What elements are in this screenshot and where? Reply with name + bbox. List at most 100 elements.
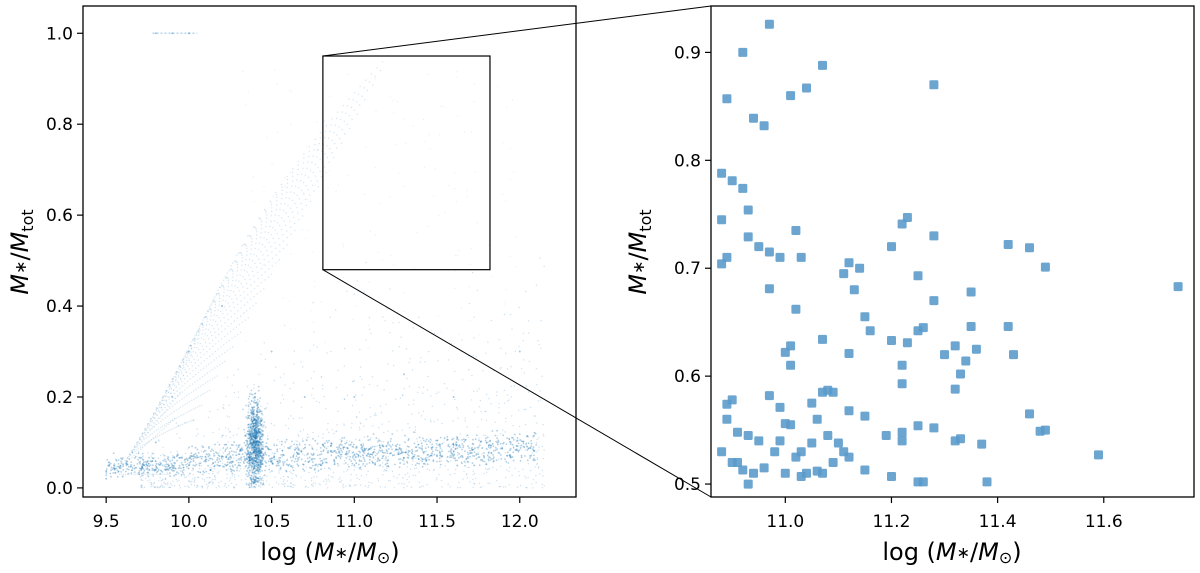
- overview-y-ticks: 0.00.20.40.60.81.0: [46, 24, 83, 499]
- cloud-point: [229, 456, 232, 458]
- cloud-point: [216, 292, 219, 295]
- cloud-point: [300, 406, 303, 408]
- cloud-point: [378, 449, 381, 452]
- cloud-point: [147, 424, 149, 427]
- cloud-point: [373, 445, 376, 448]
- cloud-point: [137, 452, 140, 455]
- cloud-point: [342, 104, 344, 107]
- cloud-point: [257, 430, 260, 433]
- cloud-point: [271, 470, 273, 472]
- cloud-point: [262, 454, 265, 457]
- cloud-point: [246, 254, 248, 256]
- cloud-point: [350, 460, 353, 462]
- zoom-y-tick-label: 0.5: [674, 475, 701, 495]
- cloud-point: [234, 285, 236, 287]
- cloud-point: [365, 79, 367, 81]
- zoom-data-point: [982, 477, 992, 487]
- cloud-point: [121, 458, 123, 461]
- cloud-point: [258, 441, 261, 443]
- cloud-point: [135, 452, 137, 455]
- cloud-point: [149, 420, 151, 422]
- cloud-point: [185, 422, 187, 424]
- data-point: [353, 464, 356, 467]
- cloud-point: [408, 446, 410, 448]
- cloud-point: [253, 431, 256, 434]
- cloud-point: [203, 435, 205, 437]
- cloud-point: [255, 480, 257, 482]
- cloud-point: [443, 383, 446, 385]
- data-point: [257, 464, 260, 467]
- cloud-point: [310, 310, 312, 312]
- cloud-point: [488, 467, 491, 469]
- cloud-point: [292, 168, 294, 170]
- cloud-point: [424, 450, 426, 453]
- cloud-point: [152, 474, 154, 477]
- cloud-point: [290, 191, 292, 193]
- cloud-point: [366, 435, 369, 438]
- cloud-point: [263, 421, 266, 424]
- cloud-point: [253, 446, 256, 449]
- cloud-point: [412, 460, 414, 462]
- cloud-point: [251, 409, 253, 412]
- cloud-point: [198, 327, 200, 330]
- cloud-point: [276, 200, 278, 202]
- zoom-data-point: [791, 304, 801, 314]
- cloud-point: [257, 406, 260, 408]
- cloud-point: [252, 471, 255, 474]
- cloud-point: [475, 453, 478, 455]
- cloud-point: [251, 240, 253, 243]
- cloud-point: [322, 449, 325, 451]
- cloud-point: [150, 482, 153, 484]
- cloud-point: [214, 320, 217, 323]
- cloud-point: [509, 447, 512, 450]
- cloud-point: [512, 446, 515, 448]
- cloud-point: [125, 470, 127, 473]
- cloud-point: [159, 463, 162, 466]
- cloud-point: [218, 465, 221, 467]
- cloud-point: [281, 193, 283, 195]
- cloud-point: [252, 425, 255, 427]
- cloud-point: [255, 473, 258, 475]
- cloud-point: [253, 423, 255, 425]
- cloud-point: [357, 454, 360, 456]
- cloud-point: [488, 444, 490, 447]
- cloud-point: [147, 471, 150, 474]
- cloud-point: [191, 469, 193, 472]
- cloud-point: [254, 437, 257, 439]
- cloud-point: [173, 376, 175, 378]
- cloud-point: [228, 431, 230, 433]
- cloud-point: [254, 460, 257, 463]
- cloud-point: [254, 443, 257, 446]
- cloud-point: [509, 453, 511, 456]
- cloud-point: [398, 446, 401, 449]
- cloud-point: [503, 402, 506, 404]
- cloud-point: [366, 455, 368, 457]
- cloud-point: [197, 451, 200, 454]
- cloud-point: [244, 278, 246, 280]
- cloud-point: [262, 426, 264, 428]
- cloud-point: [149, 434, 151, 436]
- cloud-point: [241, 254, 243, 257]
- cloud-point: [485, 467, 487, 470]
- cloud-point: [255, 453, 258, 455]
- cloud-point: [285, 463, 288, 466]
- cloud-point: [253, 449, 256, 451]
- cloud-point: [282, 462, 285, 465]
- cloud-point: [383, 470, 385, 472]
- cloud-point: [252, 455, 255, 457]
- cloud-point: [253, 226, 256, 228]
- cloud-point: [416, 231, 418, 233]
- cloud-point: [378, 465, 380, 467]
- cloud-point: [212, 345, 214, 348]
- cloud-point: [460, 455, 463, 457]
- cloud-point: [248, 443, 250, 446]
- cloud-point: [152, 437, 154, 439]
- cloud-point: [383, 431, 385, 434]
- cloud-point: [268, 464, 270, 467]
- cloud-point: [448, 445, 451, 448]
- cloud-point: [282, 475, 285, 478]
- cloud-point: [303, 469, 306, 472]
- cloud-point: [139, 468, 142, 470]
- cloud-point: [283, 479, 285, 481]
- cloud-point: [335, 309, 337, 311]
